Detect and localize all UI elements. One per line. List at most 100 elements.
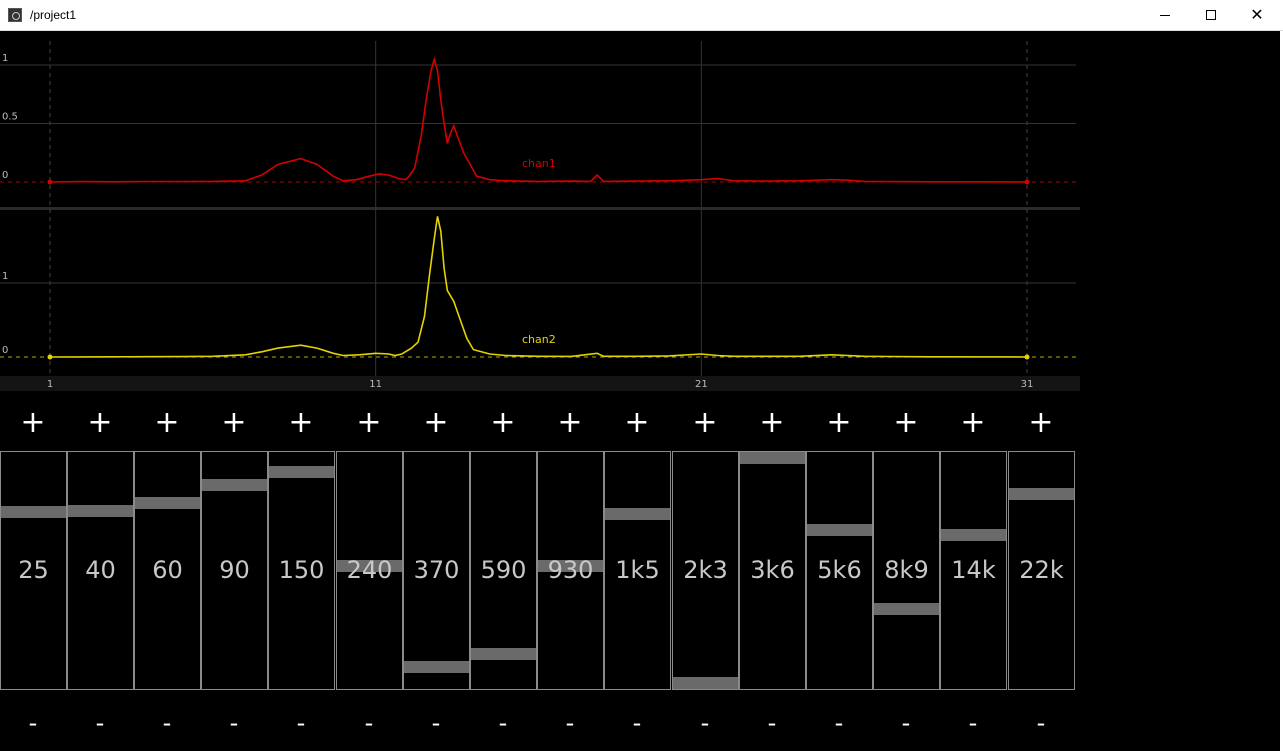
band-minus-button[interactable]: - [498, 709, 508, 737]
x-tick-label: 31 [1021, 379, 1034, 390]
band-plus-button[interactable]: + [826, 405, 852, 440]
band-slider[interactable]: 2k3 [672, 451, 739, 690]
band-slider-handle[interactable] [941, 528, 1006, 541]
band-minus-button[interactable]: - [364, 709, 374, 737]
band-frequency-label: 2k3 [683, 556, 728, 584]
band-plus-button[interactable]: + [1028, 405, 1054, 440]
band-slider-handle[interactable] [740, 452, 805, 464]
band-slider[interactable]: 22k [1008, 451, 1075, 690]
minimize-button[interactable] [1142, 0, 1188, 30]
y-tick-label: 1 [2, 53, 8, 64]
band-slider[interactable]: 1k5 [604, 451, 671, 690]
band-minus-button[interactable]: - [834, 709, 844, 737]
band-plus-button[interactable]: + [154, 405, 180, 440]
band-slider[interactable]: 930 [537, 451, 604, 690]
band-minus-button[interactable]: - [767, 709, 777, 737]
band-slider[interactable]: 25 [0, 451, 67, 690]
x-tick-label: 11 [369, 379, 382, 390]
band-slider-handle[interactable] [471, 647, 536, 660]
band-frequency-label: 590 [480, 556, 527, 584]
band-frequency-label: 90 [219, 556, 250, 584]
maximize-button[interactable] [1188, 0, 1234, 30]
band-slider[interactable]: 370 [403, 451, 470, 690]
band-slider[interactable]: 90 [201, 451, 268, 690]
close-icon: ✕ [1250, 5, 1264, 24]
band-plus-button[interactable]: + [20, 405, 46, 440]
band-minus-button[interactable]: - [95, 709, 105, 737]
band-slider[interactable]: 40 [67, 451, 134, 690]
band-slider-handle[interactable] [202, 479, 267, 491]
band-frequency-label: 150 [278, 556, 325, 584]
band-frequency-label: 3k6 [750, 556, 795, 584]
maximize-icon [1206, 10, 1216, 20]
series-line-chan2 [49, 216, 1028, 358]
band-slider-handle[interactable] [1, 506, 66, 518]
band-minus-button[interactable]: - [565, 709, 575, 737]
minimize-icon [1160, 14, 1170, 16]
band-slider[interactable]: 150 [268, 451, 335, 690]
band-plus-button[interactable]: + [221, 405, 247, 440]
band-slider[interactable]: 8k9 [873, 451, 940, 690]
band-frequency-label: 5k6 [817, 556, 862, 584]
close-button[interactable]: ✕ [1234, 0, 1280, 30]
band-slider-handle[interactable] [1009, 488, 1074, 500]
app-icon [8, 8, 22, 22]
band-plus-button[interactable]: + [87, 405, 113, 440]
band-plus-button[interactable]: + [960, 405, 986, 440]
band-minus-button[interactable]: - [431, 709, 441, 737]
band-slider[interactable]: 240 [336, 451, 403, 690]
title-bar: /project1 ✕ [0, 0, 1283, 31]
band-plus-button[interactable]: + [356, 405, 382, 440]
band-slider[interactable]: 60 [134, 451, 201, 690]
band-plus-button[interactable]: + [759, 405, 785, 440]
band-minus-button[interactable]: - [901, 709, 911, 737]
band-minus-button[interactable]: - [1036, 709, 1046, 737]
band-plus-button[interactable]: + [423, 405, 449, 440]
band-plus-button[interactable]: + [288, 405, 314, 440]
band-minus-button[interactable]: - [632, 709, 642, 737]
band-slider-handle[interactable] [874, 602, 939, 615]
band-minus-button[interactable]: - [28, 709, 38, 737]
band-slider-handle[interactable] [337, 560, 402, 572]
band-plus-button[interactable]: + [490, 405, 516, 440]
band-plus-button[interactable]: + [893, 405, 919, 440]
band-slider-handle[interactable] [673, 677, 738, 689]
band-frequency-label: 14k [951, 556, 996, 584]
band-frequency-label: 60 [152, 556, 183, 584]
band-frequency-label: 40 [85, 556, 116, 584]
band-slider[interactable]: 5k6 [806, 451, 873, 690]
band-minus-button[interactable]: - [968, 709, 978, 737]
band-frequency-label: 370 [413, 556, 460, 584]
band-minus-button[interactable]: - [700, 709, 710, 737]
band-plus-button[interactable]: + [557, 405, 583, 440]
band-frequency-label: 8k9 [884, 556, 929, 584]
band-slider-handle[interactable] [135, 497, 200, 509]
series-label-chan2: chan2 [522, 333, 556, 346]
band-frequency-label: 1k5 [615, 556, 660, 584]
band-slider-handle[interactable] [538, 560, 603, 572]
band-frequency-label: 240 [346, 556, 393, 584]
band-minus-button[interactable]: - [296, 709, 306, 737]
band-slider-handle[interactable] [68, 504, 133, 517]
band-plus-button[interactable]: + [624, 405, 650, 440]
channel-graph[interactable]: 1 11 21 31 1 0.5 0 chan1 1 0 chan2 [0, 31, 1080, 391]
series-start-point [47, 354, 53, 360]
band-slider-handle[interactable] [605, 508, 670, 521]
x-axis-strip [0, 376, 1080, 391]
band-minus-button[interactable]: - [229, 709, 239, 737]
band-slider[interactable]: 3k6 [739, 451, 806, 690]
series-end-point [1024, 179, 1030, 185]
band-slider-handle[interactable] [404, 661, 469, 674]
band-slider-handle[interactable] [269, 465, 334, 478]
panel-divider [0, 207, 1080, 210]
window-edge [1280, 31, 1283, 751]
band-frequency-label: 22k [1019, 556, 1064, 584]
band-plus-button[interactable]: + [692, 405, 718, 440]
band-minus-button[interactable]: - [162, 709, 172, 737]
band-slider[interactable]: 14k [940, 451, 1007, 690]
band-slider-handle[interactable] [807, 524, 872, 536]
y-tick-label: 0 [2, 170, 8, 181]
window-title: /project1 [30, 8, 77, 22]
band-slider[interactable]: 590 [470, 451, 537, 690]
